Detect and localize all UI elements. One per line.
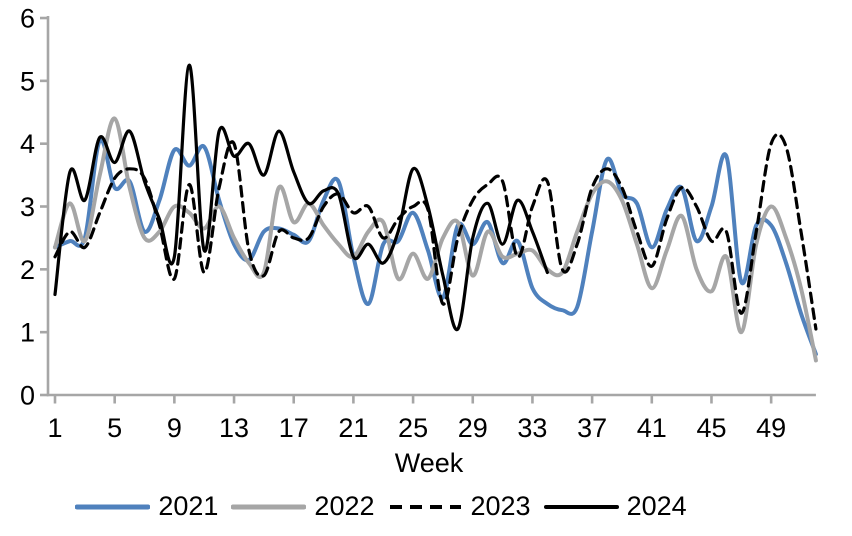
y-tick-label: 6 — [20, 4, 35, 34]
legend-label-2021: 2021 — [158, 491, 219, 521]
x-tick-label: 29 — [458, 413, 488, 443]
legend-label-2023: 2023 — [470, 491, 531, 521]
legend-item-2022: 2022 — [231, 491, 375, 522]
y-tick-label: 4 — [20, 129, 35, 159]
legend-item-2021: 2021 — [75, 491, 218, 522]
y-tick-label: 3 — [20, 192, 35, 222]
legend-item-2023: 2023 — [388, 491, 531, 522]
x-tick-label: 13 — [219, 413, 249, 443]
x-axis-title: Week — [394, 448, 464, 478]
x-tick-label: 41 — [637, 413, 667, 443]
legend-line-2021-icon — [75, 504, 151, 509]
x-tick-label: 1 — [47, 413, 62, 443]
x-tick-label: 21 — [338, 413, 368, 443]
legend-line-2023-icon — [389, 504, 461, 509]
legend-line-2024-icon — [543, 504, 619, 509]
y-tick-label: 2 — [20, 255, 35, 285]
x-tick-label: 5 — [107, 413, 122, 443]
x-tick-label: 9 — [167, 413, 182, 443]
series-line-2023 — [53, 132, 818, 331]
series-line-2024 — [53, 63, 549, 332]
legend-line-2022-icon — [231, 504, 307, 509]
x-tick-label: 49 — [756, 413, 786, 443]
legend-item-2024: 2024 — [543, 491, 687, 522]
x-tick-label: 25 — [398, 413, 428, 443]
legend: 2021 2022 2023 2024 — [0, 491, 807, 522]
y-tick-label: 5 — [20, 66, 35, 96]
y-tick-label: 0 — [20, 381, 35, 411]
y-tick-label: 1 — [20, 318, 35, 348]
legend-label-2024: 2024 — [626, 491, 687, 521]
x-tick-label: 33 — [517, 413, 547, 443]
x-tick-label: 37 — [577, 413, 607, 443]
x-tick-label: 17 — [279, 413, 309, 443]
legend-label-2022: 2022 — [314, 491, 375, 521]
x-tick-label: 45 — [696, 413, 726, 443]
